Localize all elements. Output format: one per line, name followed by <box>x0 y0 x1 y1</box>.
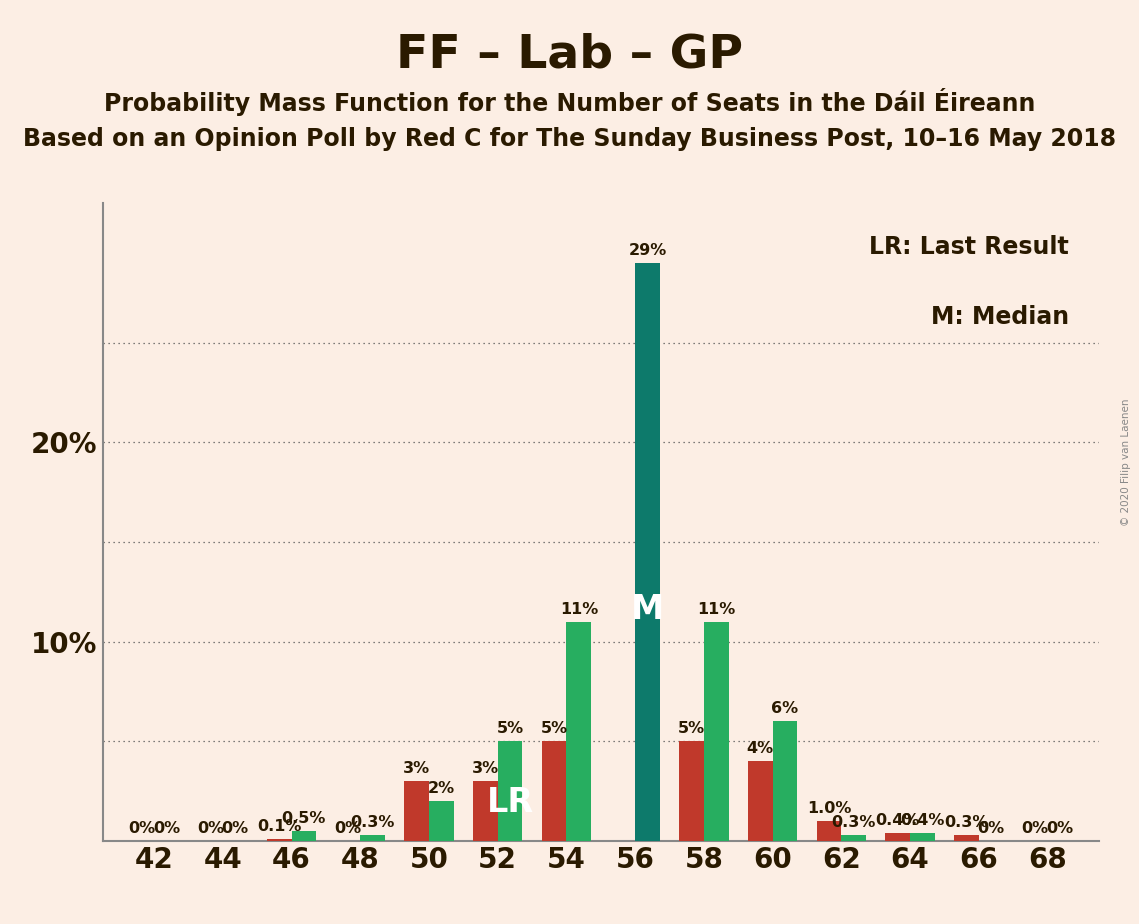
Text: 0%: 0% <box>197 821 224 836</box>
Text: Based on an Opinion Poll by Red C for The Sunday Business Post, 10–16 May 2018: Based on an Opinion Poll by Red C for Th… <box>23 127 1116 151</box>
Text: © 2020 Filip van Laenen: © 2020 Filip van Laenen <box>1121 398 1131 526</box>
Text: 4%: 4% <box>747 741 773 756</box>
Text: 3%: 3% <box>472 761 499 776</box>
Bar <box>910 833 935 841</box>
Bar <box>885 833 910 841</box>
Bar <box>473 781 498 841</box>
Text: Probability Mass Function for the Number of Seats in the Dáil Éireann: Probability Mass Function for the Number… <box>104 88 1035 116</box>
Bar <box>429 801 453 841</box>
Text: M: M <box>631 593 664 626</box>
Bar <box>842 835 866 841</box>
Bar <box>498 741 523 841</box>
Bar <box>404 781 429 841</box>
Text: 11%: 11% <box>697 602 736 616</box>
Text: 5%: 5% <box>678 722 705 736</box>
Text: 2%: 2% <box>428 781 454 796</box>
Bar <box>817 821 842 841</box>
Text: 0.3%: 0.3% <box>351 815 395 830</box>
Bar <box>954 835 978 841</box>
Text: 3%: 3% <box>403 761 431 776</box>
Text: 0%: 0% <box>222 821 248 836</box>
Text: FF – Lab – GP: FF – Lab – GP <box>396 32 743 78</box>
Text: LR: Last Result: LR: Last Result <box>869 236 1070 259</box>
Bar <box>360 835 385 841</box>
Text: 0.5%: 0.5% <box>281 811 326 826</box>
Text: 0%: 0% <box>1047 821 1074 836</box>
Text: 0.1%: 0.1% <box>257 819 302 833</box>
Text: 5%: 5% <box>497 722 524 736</box>
Text: 0.3%: 0.3% <box>831 815 876 830</box>
Text: 6%: 6% <box>771 701 798 716</box>
Bar <box>704 622 729 841</box>
Text: 0.4%: 0.4% <box>876 813 920 828</box>
Text: 5%: 5% <box>541 722 567 736</box>
Bar <box>292 831 317 841</box>
Text: M: Median: M: Median <box>931 305 1070 329</box>
Bar <box>267 839 292 841</box>
Text: 0.4%: 0.4% <box>900 813 944 828</box>
Bar <box>679 741 704 841</box>
Text: 0%: 0% <box>335 821 361 836</box>
Text: 0%: 0% <box>128 821 155 836</box>
Text: 11%: 11% <box>559 602 598 616</box>
Bar <box>542 741 566 841</box>
Bar <box>636 263 659 841</box>
Text: 0%: 0% <box>1022 821 1049 836</box>
Bar <box>748 761 772 841</box>
Text: LR: LR <box>486 786 534 820</box>
Text: 29%: 29% <box>629 243 666 258</box>
Bar <box>772 722 797 841</box>
Text: 0%: 0% <box>153 821 180 836</box>
Text: 0%: 0% <box>977 821 1005 836</box>
Bar <box>566 622 591 841</box>
Text: 0.3%: 0.3% <box>944 815 989 830</box>
Text: 1.0%: 1.0% <box>806 801 851 816</box>
